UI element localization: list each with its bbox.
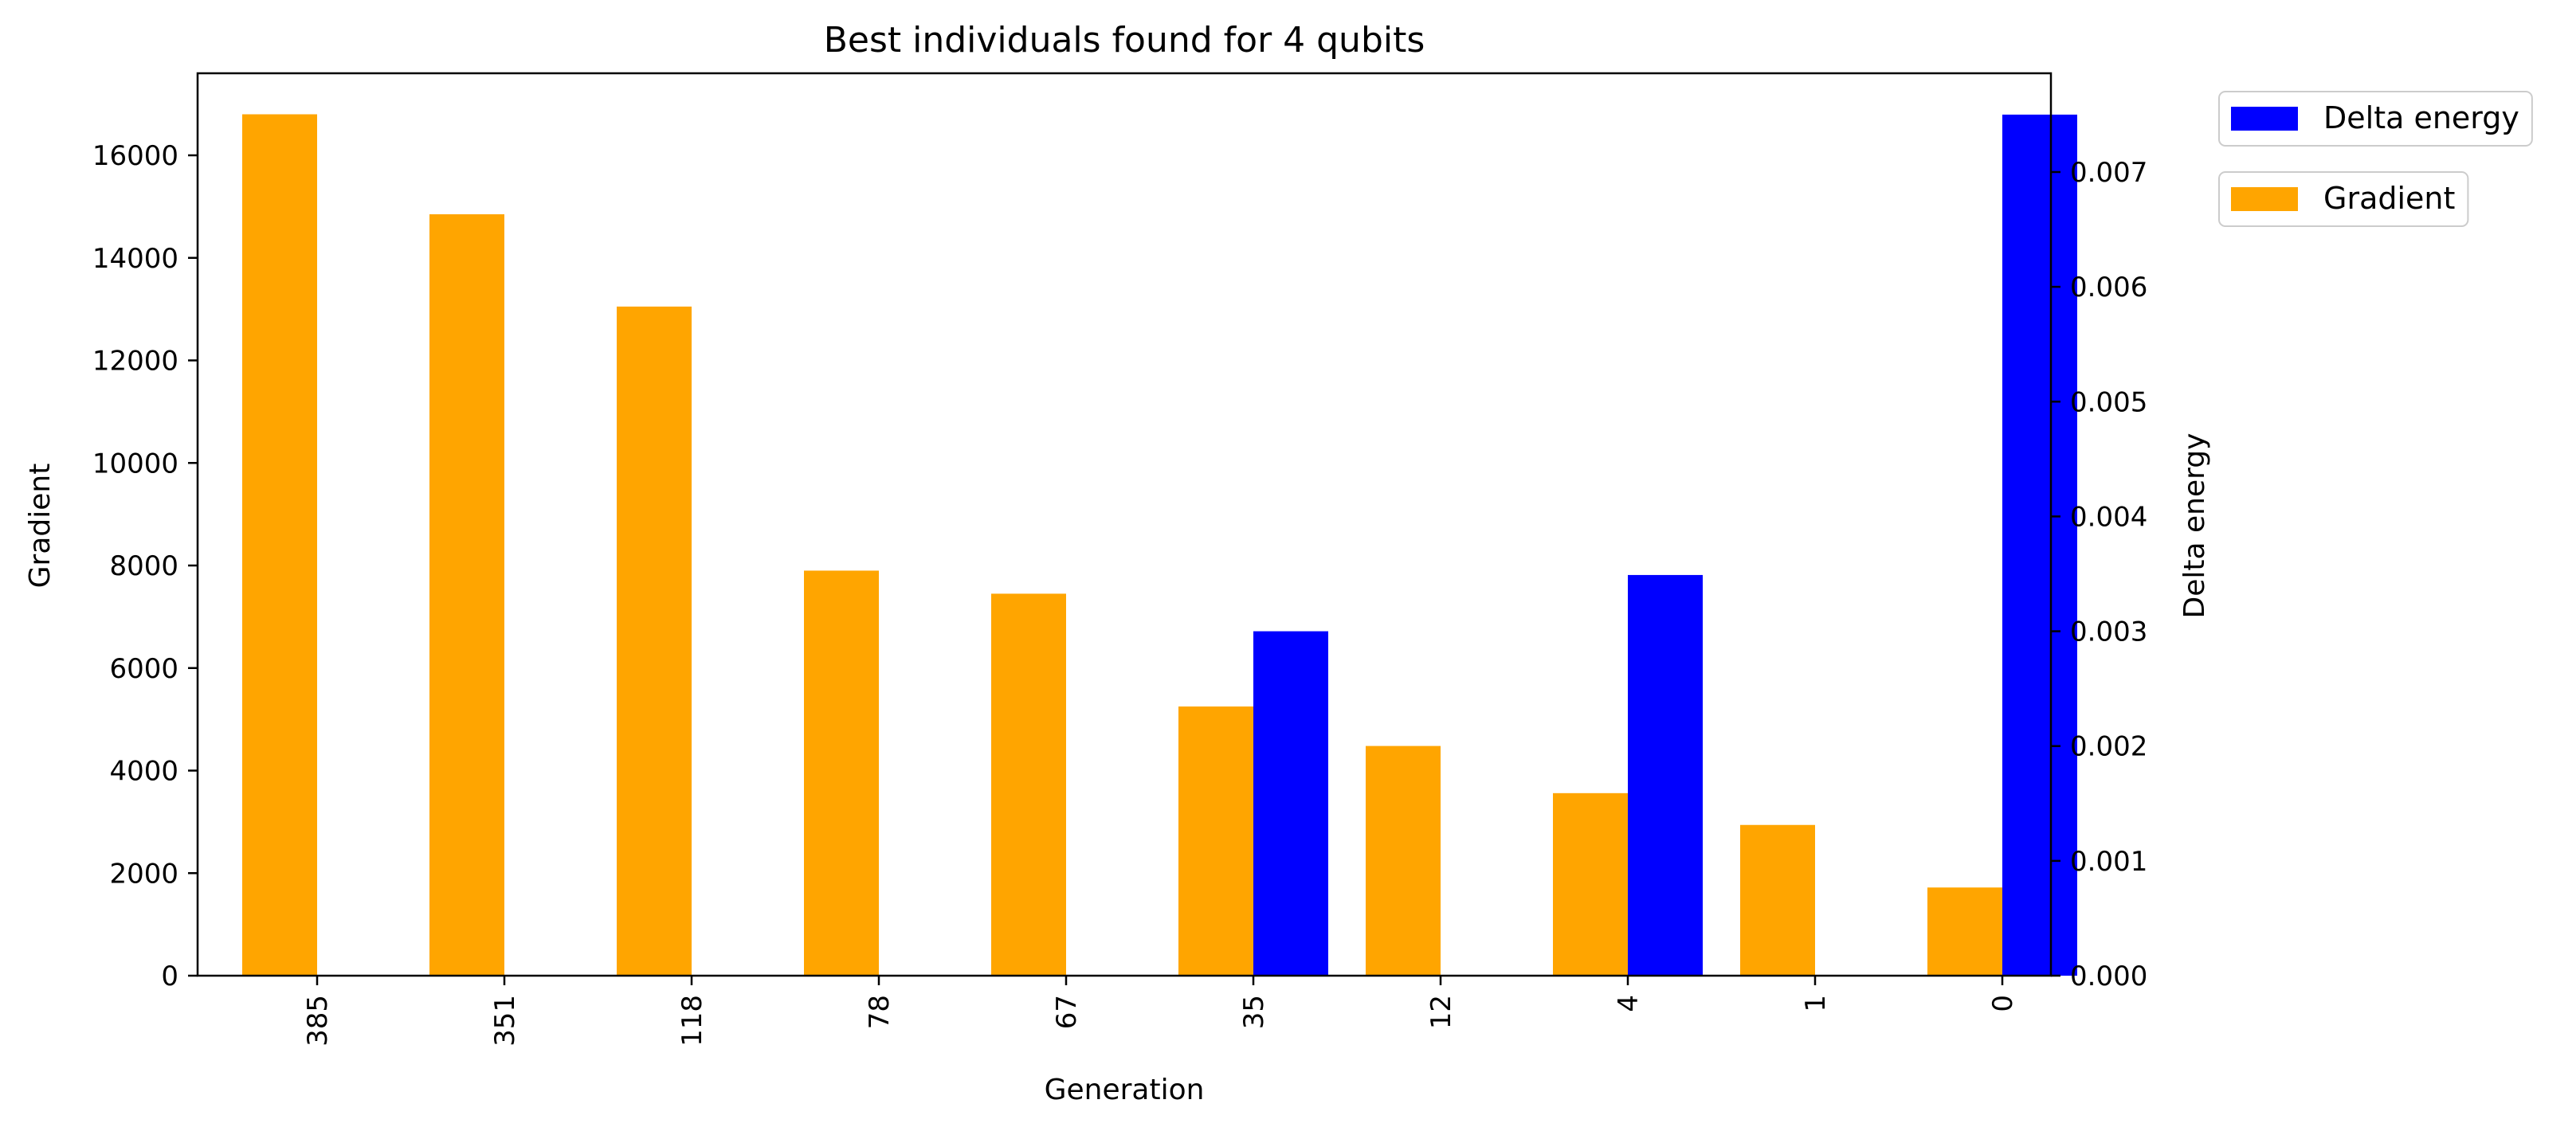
bar-delta-energy-4 [1628,574,1703,976]
right-tick-label-0.004: 0.004 [2070,501,2147,533]
left-tick-label-12000: 12000 [92,346,178,378]
right-tick-label-0.001: 0.001 [2070,846,2147,878]
left-tick-label-2000: 2000 [109,858,178,890]
x-tick-label-118: 118 [676,995,708,1047]
x-tick-label-1: 1 [1800,995,1832,1012]
bar-gradient-67 [991,593,1066,976]
left-tick-label-4000: 4000 [109,756,178,788]
x-tick-label-12: 12 [1425,995,1457,1029]
x-tick-label-385: 385 [302,995,334,1047]
bar-gradient-0 [1927,887,2002,976]
plot-frame [196,72,2053,977]
x-tick-label-0: 0 [1987,995,2019,1012]
bar-gradient-35 [1178,706,1253,976]
x-tick-label-351: 351 [489,995,521,1047]
x-axis: 385 351 118 78 67 35 12 4 1 0 [302,976,2019,1047]
left-tick-label-10000: 10000 [92,448,178,479]
x-tick-label-4: 4 [1613,995,1645,1012]
bar-delta-energy-0 [2002,114,2077,976]
x-tick-label-35: 35 [1238,995,1270,1029]
left-y-axis: 0 2000 4000 6000 8000 10000 12000 14000 16000 [92,140,198,992]
x-tick-label-78: 78 [864,995,896,1029]
legend-delta-energy: Delta energy [2218,91,2533,147]
x-axis-label: Generation [1045,1074,1205,1106]
left-tick-label-8000: 8000 [109,550,178,582]
bar-gradient-78 [804,570,879,976]
right-y-axis: 0.000 0.001 0.002 0.003 0.004 0.005 0.006 0.007 [2051,157,2147,992]
right-tick-label-0.002: 0.002 [2070,731,2147,763]
legend-label-delta-energy: Delta energy [2323,100,2519,135]
legend-gradient: Gradient [2218,171,2469,227]
left-tick-label-14000: 14000 [92,243,178,275]
left-tick-label-6000: 6000 [109,653,178,685]
right-tick-label-0.000: 0.000 [2070,961,2147,992]
legend-swatch-gradient [2231,187,2298,211]
left-tick-label-0: 0 [161,961,178,992]
right-tick-label-0.005: 0.005 [2070,386,2147,418]
legend-swatch-delta-energy [2231,107,2298,131]
bars-layer [242,114,2077,976]
y-axis-label-right: Delta energy [2178,433,2211,619]
bar-gradient-4 [1553,792,1628,976]
right-tick-label-0.007: 0.007 [2070,157,2147,189]
bar-gradient-12 [1366,746,1441,976]
x-tick-label-67: 67 [1051,995,1083,1029]
left-tick-label-16000: 16000 [92,140,178,172]
legend-label-gradient: Gradient [2323,181,2455,216]
bar-gradient-1 [1740,824,1815,976]
right-tick-label-0.006: 0.006 [2070,272,2147,303]
y-axis-label-left: Gradient [24,464,57,589]
bar-delta-energy-35 [1253,631,1328,976]
bar-gradient-351 [429,214,504,976]
chart-title: Best individuals found for 4 qubits [824,20,1425,61]
bar-gradient-118 [617,306,692,976]
right-tick-label-0.003: 0.003 [2070,616,2147,648]
bar-gradient-385 [242,114,317,976]
